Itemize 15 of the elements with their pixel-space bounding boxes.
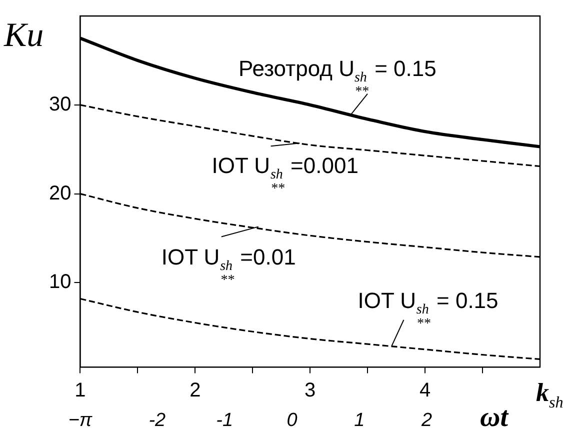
y-axis-title: Ku bbox=[3, 17, 44, 54]
x2-tick-label: 2 bbox=[420, 410, 432, 431]
x2-tick-label: -2 bbox=[148, 410, 166, 431]
x2-tick-label: 0 bbox=[286, 410, 298, 431]
x-tick-label: 4 bbox=[420, 380, 431, 402]
x2-tick-label: -1 bbox=[216, 410, 234, 431]
y-tick-label: 20 bbox=[48, 182, 72, 204]
x2-tick-label: 1 bbox=[354, 410, 365, 431]
x-tick-label: 2 bbox=[190, 380, 201, 402]
y-tick-label: 10 bbox=[48, 271, 72, 294]
x-tick-label: 3 bbox=[304, 380, 316, 402]
x2-axis-title: ωt bbox=[480, 402, 510, 433]
x-tick-label: 1 bbox=[74, 380, 86, 402]
x2-tick-label: −π bbox=[68, 410, 94, 431]
y-tick-label: 30 bbox=[48, 93, 72, 116]
